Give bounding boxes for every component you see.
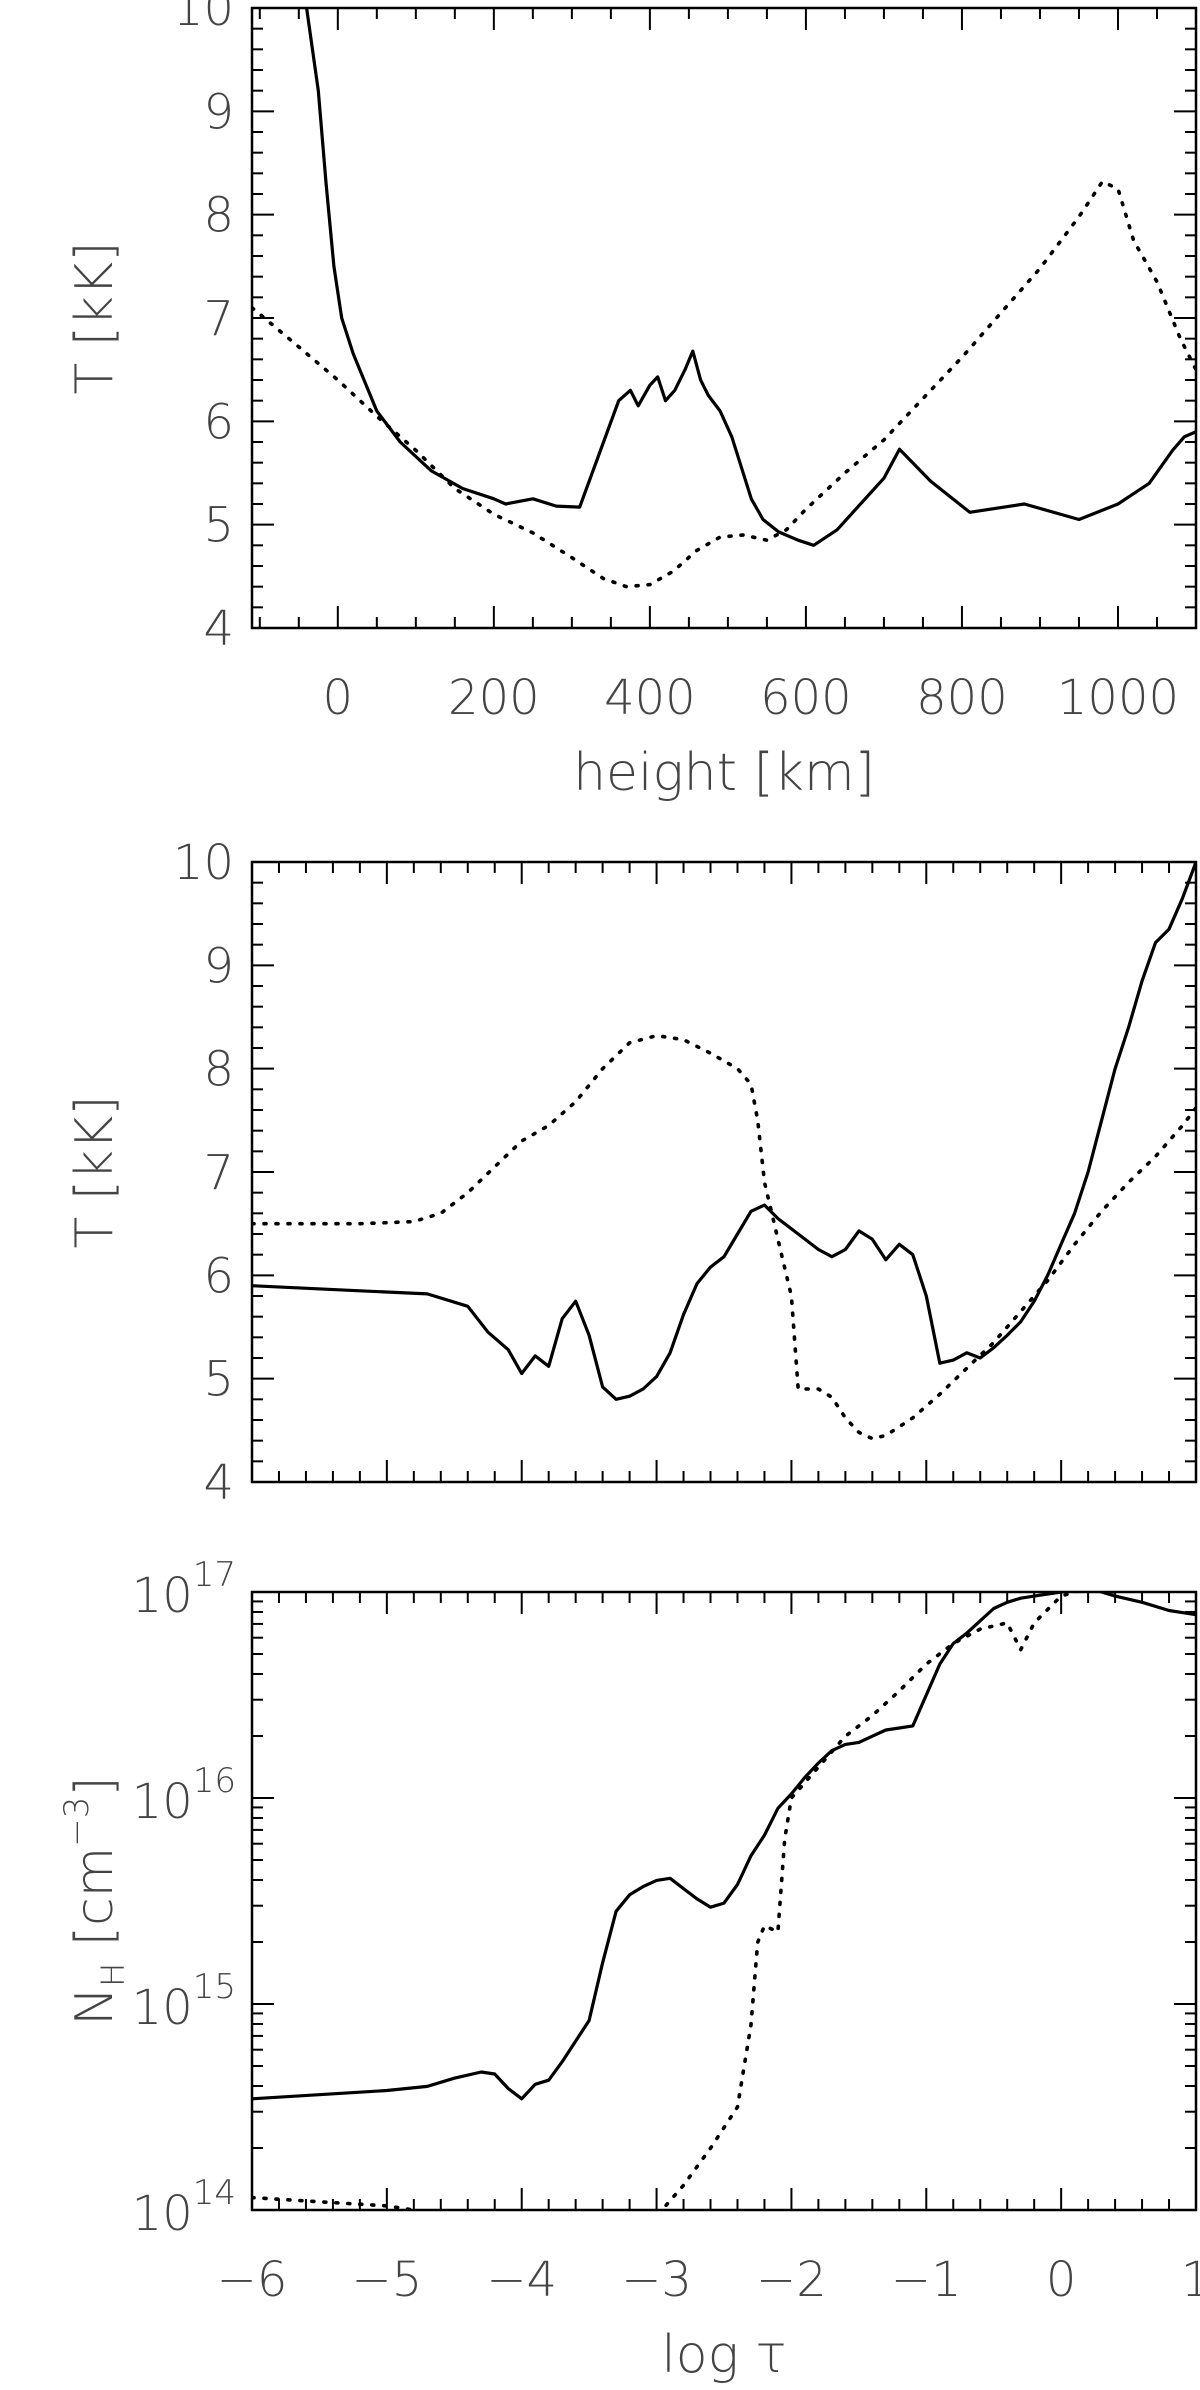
x-tick-label: −5 [351, 2252, 422, 2308]
panel-temperature-vs-logtau: 4 5 6 7 8 9 10 T [kK] [65, 835, 1198, 1511]
y-tick-label: 4 [203, 1455, 234, 1511]
x-tick-label: −4 [486, 2252, 557, 2308]
y-tick-label: 4 [203, 601, 234, 657]
y-axis-label: T [kK] [65, 241, 125, 394]
y-label-unit: [cm [65, 1847, 125, 1963]
y-label-main: N [65, 1987, 125, 2026]
series-group [252, 1592, 1196, 2210]
y-label-superscript: −3 [57, 1797, 97, 1847]
x-tick-label: −6 [217, 2252, 288, 2308]
x-axis-label: height [km] [573, 743, 875, 803]
axes-frame [250, 6, 1198, 630]
y-tick-label: 7 [203, 291, 234, 347]
x-tick-label: 1 [1181, 2252, 1200, 2308]
dotted-series-line [252, 1033, 1196, 1441]
y-axis-label: NH [cm−3] [57, 1776, 132, 2025]
y-tick-label: 8 [203, 188, 234, 244]
axes-frame [250, 860, 1198, 1484]
y-tick-label: 1016 [132, 1761, 236, 1830]
y-tick-label: 7 [203, 1145, 234, 1201]
panel-temperature-vs-height: 0 200 400 600 800 1000 height [km] 4 5 6 7 8 9 10 T [k… [65, 0, 1198, 803]
y-label-subscript: H [94, 1963, 132, 1987]
y-tick-base: 10 [132, 1568, 193, 1624]
y-tick-base: 10 [132, 1774, 193, 1830]
y-tick-label: 5 [203, 498, 234, 554]
x-tick-label: 0 [1046, 2252, 1077, 2308]
y-tick-exponent: 17 [193, 1555, 236, 1595]
y-tick-label: 1017 [132, 1555, 236, 1624]
y-tick-base: 10 [132, 1980, 193, 2036]
series-group [252, 862, 1196, 1441]
solid-series-line [252, 1592, 1196, 2101]
x-tick-label: −2 [756, 2252, 827, 2308]
y-tick-exponent: 15 [193, 1967, 236, 2007]
x-tick-label: 800 [916, 670, 1008, 726]
y-tick-label: 6 [203, 1248, 234, 1304]
y-tick-label: 1015 [132, 1967, 236, 2036]
x-axis-label: log τ [661, 2325, 786, 2385]
x-tick-label: −3 [621, 2252, 692, 2308]
y-label-bracket: ] [65, 1776, 125, 1796]
x-tick-label: 400 [604, 670, 696, 726]
y-tick-label: 9 [203, 938, 234, 994]
y-tick-label: 8 [203, 1042, 234, 1098]
y-tick-label: 10 [173, 0, 234, 37]
x-tick-label: 200 [448, 670, 540, 726]
y-tick-label: 10 [173, 835, 234, 891]
x-tick-label: −1 [891, 2252, 962, 2308]
y-tick-label: 9 [203, 84, 234, 140]
y-tick-label: 5 [203, 1352, 234, 1408]
dotted-series-line [252, 1592, 1117, 2210]
y-tick-base: 10 [132, 2186, 193, 2242]
y-tick-exponent: 14 [193, 2173, 236, 2213]
y-tick-label: 6 [203, 394, 234, 450]
y-tick-exponent: 16 [193, 1761, 236, 1801]
solid-series-line [252, 862, 1196, 1401]
x-tick-label: 1000 [1057, 670, 1179, 726]
solid-series-line [305, 8, 1196, 547]
y-axis-label: T [kK] [65, 1095, 125, 1248]
x-tick-label: 0 [323, 670, 354, 726]
dotted-series-line [252, 179, 1196, 589]
series-group [252, 8, 1196, 589]
y-tick-label: 1014 [132, 2173, 236, 2242]
x-tick-label: 600 [760, 670, 852, 726]
axes-frame [250, 1590, 1198, 2212]
